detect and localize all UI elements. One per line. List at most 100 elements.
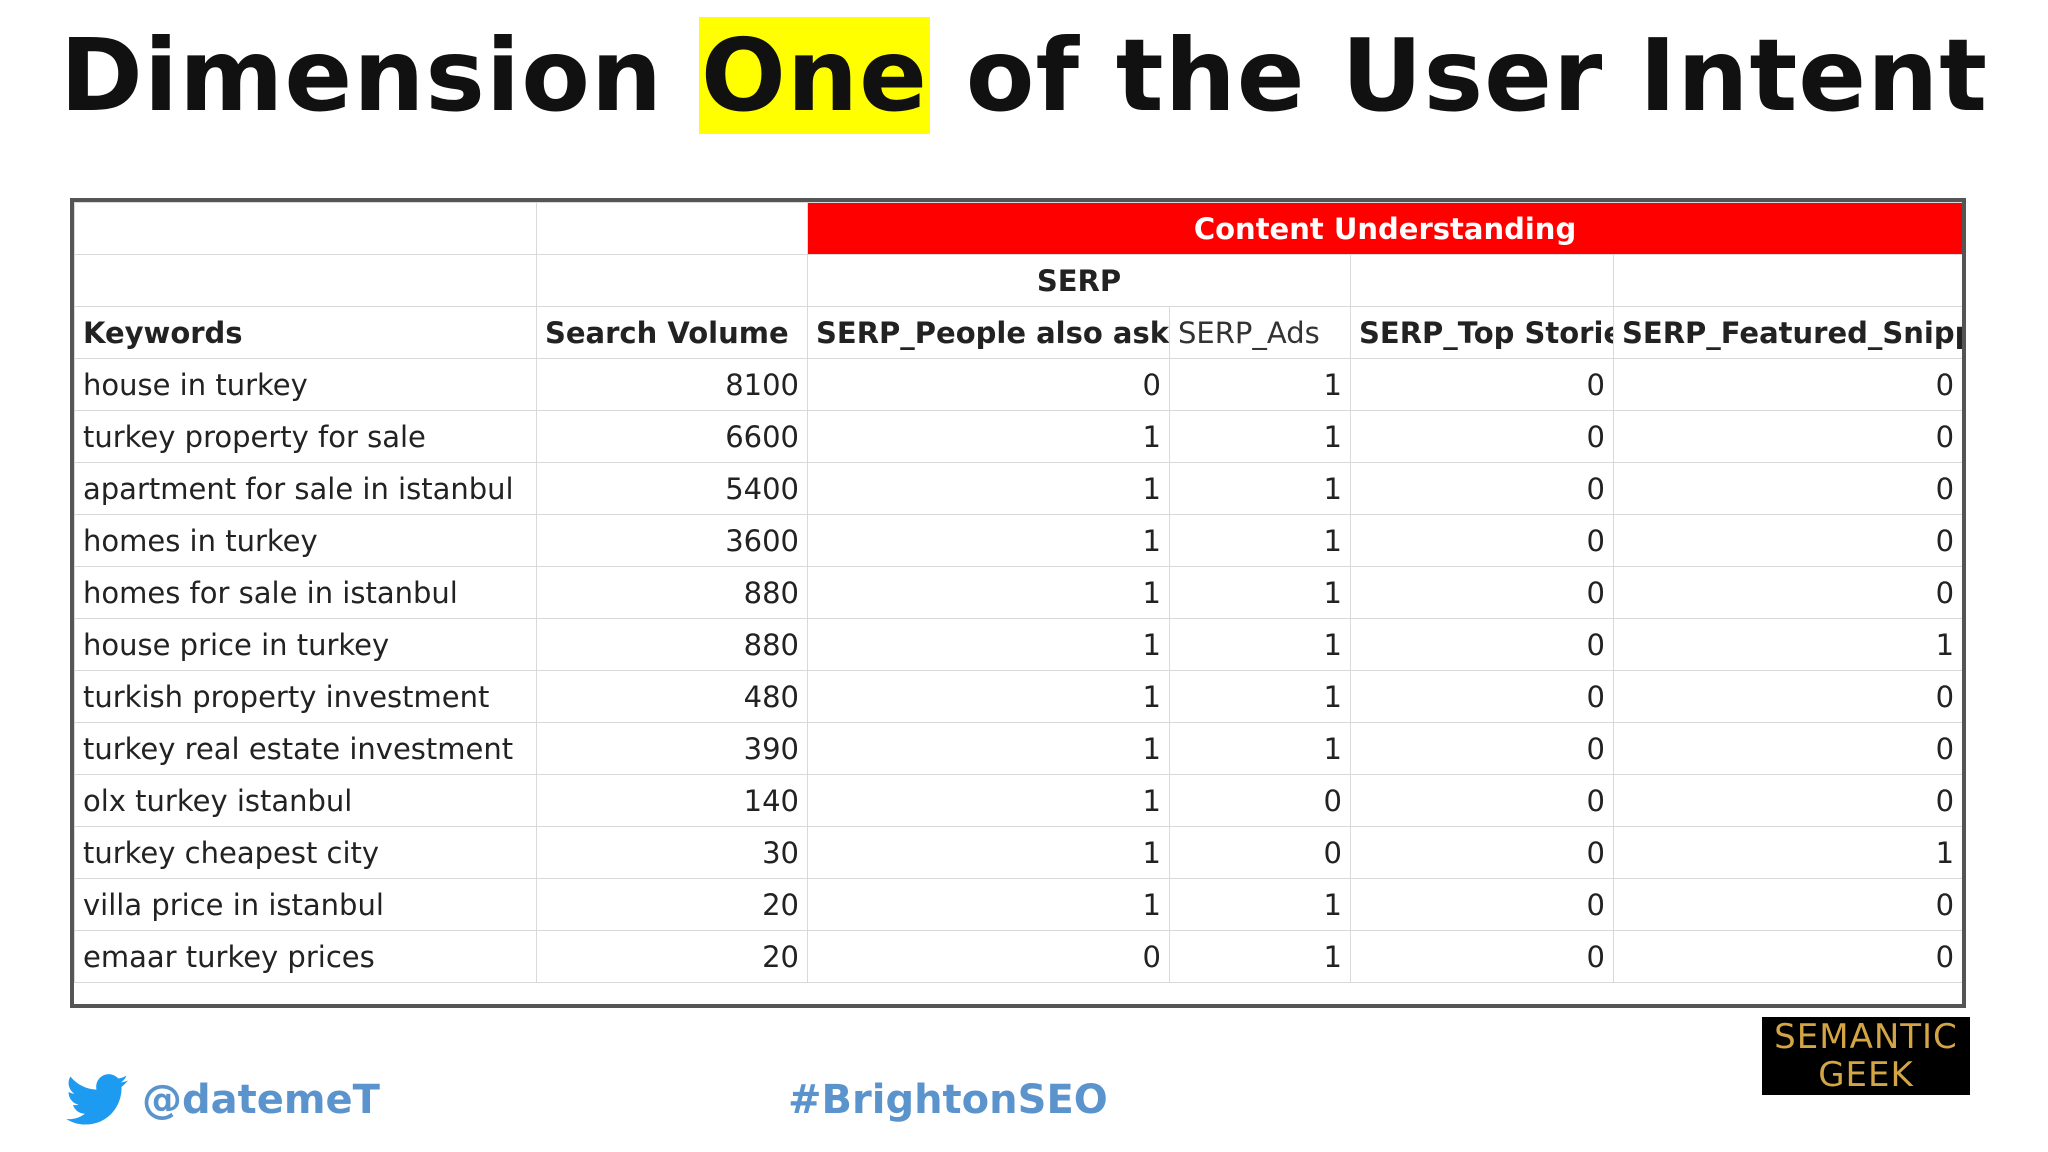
twitter-handle-block: @datemeT bbox=[66, 1070, 380, 1130]
search-volume-cell: 140 bbox=[536, 774, 808, 827]
keyword-cell: turkey cheapest city bbox=[74, 826, 537, 879]
semantic-geek-logo: SEMANTIC GEEK bbox=[1762, 1017, 1970, 1095]
table-row: homes for sale in istanbul 880 1 1 0 0 bbox=[74, 566, 1962, 619]
search-volume-cell: 880 bbox=[536, 566, 808, 619]
people-also-ask-cell: 1 bbox=[807, 878, 1170, 931]
top-stories-cell: 0 bbox=[1350, 774, 1614, 827]
top-stories-cell: 0 bbox=[1350, 826, 1614, 879]
search-volume-cell: 480 bbox=[536, 670, 808, 723]
keyword-cell: turkish property investment bbox=[74, 670, 537, 723]
twitter-bird-icon bbox=[66, 1074, 128, 1125]
twitter-handle[interactable]: @datemeT bbox=[142, 1077, 380, 1123]
sub-header-row: SERP bbox=[74, 254, 1962, 307]
search-volume-cell: 3600 bbox=[536, 514, 808, 567]
people-also-ask-cell: 1 bbox=[807, 566, 1170, 619]
featured-snippet-cell: 0 bbox=[1612, 358, 1962, 411]
top-stories-cell: 0 bbox=[1350, 670, 1614, 723]
content-understanding-header: Content Understanding bbox=[806, 202, 1962, 255]
people-also-ask-cell: 1 bbox=[807, 462, 1170, 515]
people-also-ask-cell: 0 bbox=[807, 930, 1170, 983]
featured-snippet-cell: 0 bbox=[1612, 462, 1962, 515]
column-header-ads: SERP_Ads bbox=[1169, 306, 1351, 359]
ads-cell: 1 bbox=[1169, 358, 1351, 411]
ads-cell: 0 bbox=[1169, 774, 1351, 827]
top-stories-cell: 0 bbox=[1350, 410, 1614, 463]
search-volume-cell: 20 bbox=[536, 878, 808, 931]
top-stories-cell: 0 bbox=[1350, 514, 1614, 567]
keyword-cell: homes in turkey bbox=[74, 514, 537, 567]
logo-line-1: SEMANTIC bbox=[1774, 1017, 1958, 1057]
serp-subheader: SERP bbox=[807, 254, 1351, 307]
featured-snippet-cell: 0 bbox=[1612, 930, 1962, 983]
people-also-ask-cell: 1 bbox=[807, 722, 1170, 775]
table-row: turkey real estate investment 390 1 1 0 0 bbox=[74, 722, 1962, 775]
keyword-cell: turkey property for sale bbox=[74, 410, 537, 463]
people-also-ask-cell: 0 bbox=[807, 358, 1170, 411]
featured-snippet-cell: 0 bbox=[1612, 670, 1962, 723]
table-row: olx turkey istanbul 140 1 0 0 0 bbox=[74, 774, 1962, 827]
ads-cell: 1 bbox=[1169, 410, 1351, 463]
featured-snippet-cell: 0 bbox=[1612, 722, 1962, 775]
ads-cell: 1 bbox=[1169, 670, 1351, 723]
search-volume-cell: 6600 bbox=[536, 410, 808, 463]
top-stories-cell: 0 bbox=[1350, 566, 1614, 619]
empty-cell bbox=[536, 254, 808, 307]
people-also-ask-cell: 1 bbox=[807, 670, 1170, 723]
table-row: villa price in istanbul 20 1 1 0 0 bbox=[74, 878, 1962, 931]
spreadsheet-table: Content Understanding SERP Keywords Sear… bbox=[70, 198, 1966, 1008]
empty-cell bbox=[1350, 254, 1614, 307]
table-row: homes in turkey 3600 1 1 0 0 bbox=[74, 514, 1962, 567]
empty-cell bbox=[536, 202, 808, 255]
keyword-cell: apartment for sale in istanbul bbox=[74, 462, 537, 515]
column-header-keywords: Keywords bbox=[74, 306, 537, 359]
table-row: apartment for sale in istanbul 5400 1 1 0 0 bbox=[74, 462, 1962, 515]
people-also-ask-cell: 1 bbox=[807, 618, 1170, 671]
ads-cell: 1 bbox=[1169, 930, 1351, 983]
empty-cell bbox=[74, 202, 537, 255]
ads-cell: 1 bbox=[1169, 514, 1351, 567]
featured-snippet-cell: 1 bbox=[1612, 618, 1962, 671]
table-row: house in turkey 8100 0 1 0 0 bbox=[74, 358, 1962, 411]
event-hashtag: #BrightonSEO bbox=[788, 1077, 1108, 1123]
logo-line-2: GEEK bbox=[1818, 1055, 1914, 1095]
featured-snippet-cell: 1 bbox=[1612, 826, 1962, 879]
table-row: turkey property for sale 6600 1 1 0 0 bbox=[74, 410, 1962, 463]
ads-cell: 1 bbox=[1169, 566, 1351, 619]
top-stories-cell: 0 bbox=[1350, 358, 1614, 411]
title-highlight: One bbox=[698, 17, 930, 134]
title-suffix: of the User Intent bbox=[929, 17, 1989, 134]
column-header-row: Keywords Search Volume SERP_People also … bbox=[74, 306, 1962, 359]
ads-cell: 1 bbox=[1169, 722, 1351, 775]
table-row: emaar turkey prices 20 0 1 0 0 bbox=[74, 930, 1962, 983]
empty-cell bbox=[1612, 254, 1962, 307]
top-stories-cell: 0 bbox=[1350, 878, 1614, 931]
keyword-cell: homes for sale in istanbul bbox=[74, 566, 537, 619]
search-volume-cell: 390 bbox=[536, 722, 808, 775]
ads-cell: 1 bbox=[1169, 462, 1351, 515]
top-stories-cell: 0 bbox=[1350, 618, 1614, 671]
ads-cell: 0 bbox=[1169, 826, 1351, 879]
column-header-search-volume: Search Volume bbox=[536, 306, 808, 359]
featured-snippet-cell: 0 bbox=[1612, 774, 1962, 827]
top-stories-cell: 0 bbox=[1350, 930, 1614, 983]
featured-snippet-cell: 0 bbox=[1612, 878, 1962, 931]
people-also-ask-cell: 1 bbox=[807, 826, 1170, 879]
search-volume-cell: 20 bbox=[536, 930, 808, 983]
search-volume-cell: 5400 bbox=[536, 462, 808, 515]
group-header-row: Content Understanding bbox=[74, 202, 1962, 255]
keyword-cell: olx turkey istanbul bbox=[74, 774, 537, 827]
search-volume-cell: 880 bbox=[536, 618, 808, 671]
featured-snippet-cell: 0 bbox=[1612, 566, 1962, 619]
top-stories-cell: 0 bbox=[1350, 462, 1614, 515]
featured-snippet-cell: 0 bbox=[1612, 514, 1962, 567]
keyword-cell: house in turkey bbox=[74, 358, 537, 411]
keyword-serp-table: Content Understanding SERP Keywords Sear… bbox=[74, 202, 1962, 983]
table-row: turkey cheapest city 30 1 0 0 1 bbox=[74, 826, 1962, 879]
top-stories-cell: 0 bbox=[1350, 722, 1614, 775]
search-volume-cell: 8100 bbox=[536, 358, 808, 411]
title-prefix: Dimension bbox=[59, 17, 699, 134]
people-also-ask-cell: 1 bbox=[807, 774, 1170, 827]
keyword-cell: house price in turkey bbox=[74, 618, 537, 671]
column-header-people-also-ask: SERP_People also ask bbox=[807, 306, 1170, 359]
featured-snippet-cell: 0 bbox=[1612, 410, 1962, 463]
